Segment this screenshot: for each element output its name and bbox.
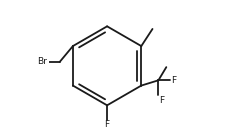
Text: F: F xyxy=(104,121,109,129)
Text: F: F xyxy=(170,76,175,85)
Text: F: F xyxy=(158,96,164,105)
Text: Br: Br xyxy=(37,57,46,66)
